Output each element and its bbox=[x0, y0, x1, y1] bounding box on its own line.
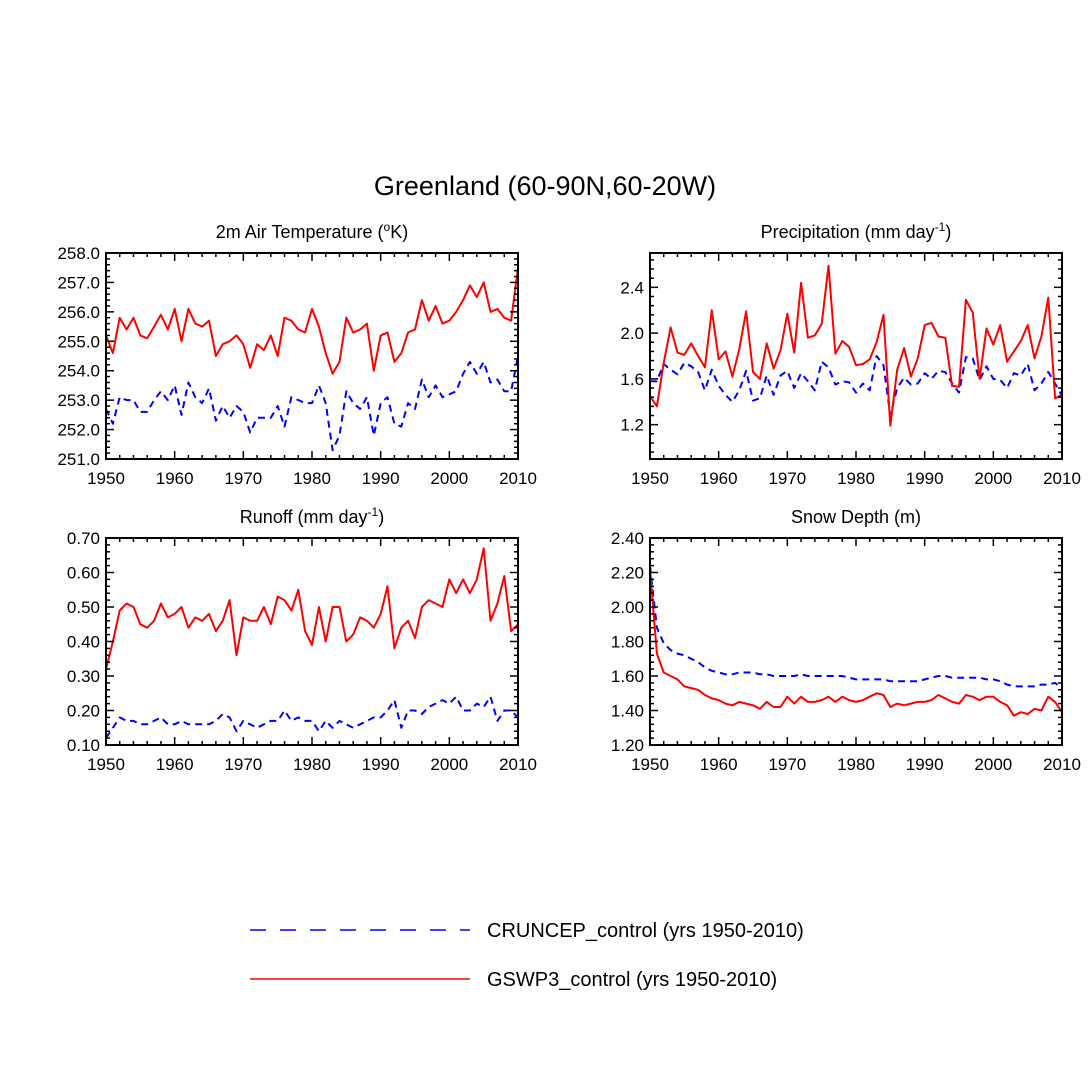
y-tick-label: 2.20 bbox=[611, 564, 644, 583]
y-tick-label: 2.40 bbox=[611, 529, 644, 548]
plot-frame bbox=[649, 252, 1063, 460]
x-tick-label: 1990 bbox=[362, 755, 400, 774]
panels: 2m Air Temperature (oK) 1950 1960 1970 1980 1… bbox=[57, 220, 1080, 774]
panel-4: Snow Depth (m) 1950 1960 1970 1980 1990 2000 20… bbox=[611, 507, 1081, 774]
x-tick-label: 1970 bbox=[224, 469, 262, 488]
x-tick-label: 1980 bbox=[837, 755, 875, 774]
series-line-cruncep bbox=[105, 355, 519, 452]
y-tick-label: 2.4 bbox=[620, 278, 644, 297]
panel-title: Precipitation (mm day-1) bbox=[761, 220, 952, 242]
panel-2: Precipitation (mm day-1) 1950 1960 1970 1980… bbox=[620, 220, 1081, 488]
series-line-cruncep bbox=[650, 355, 1063, 417]
y-tick-label: 256.0 bbox=[57, 303, 100, 322]
y-tick-label: 1.6 bbox=[620, 370, 644, 389]
x-tick-label: 1980 bbox=[837, 469, 875, 488]
y-tick-label: 1.60 bbox=[611, 667, 644, 686]
panel-title: Runoff (mm day-1) bbox=[240, 505, 384, 527]
x-tick-label: 2010 bbox=[499, 755, 537, 774]
plot-frame bbox=[649, 537, 1063, 746]
y-tick-label: 1.40 bbox=[611, 702, 644, 721]
panel-title: Snow Depth (m) bbox=[791, 507, 921, 527]
y-tick-label: 0.70 bbox=[67, 529, 100, 548]
x-tick-label: 1950 bbox=[87, 469, 125, 488]
y-tick-label: 1.2 bbox=[620, 416, 644, 435]
x-tick-label: 2010 bbox=[1043, 755, 1081, 774]
x-tick-label: 1950 bbox=[87, 755, 125, 774]
y-tick-label: 257.0 bbox=[57, 273, 100, 292]
y-tick-label: 0.10 bbox=[67, 736, 100, 755]
legend: CRUNCEP_control (yrs 1950-2010) GSWP3_con… bbox=[250, 920, 804, 991]
x-tick-label: 1970 bbox=[768, 755, 806, 774]
y-tick-label: 1.20 bbox=[611, 736, 644, 755]
y-tick-label: 253.0 bbox=[57, 391, 100, 410]
panel-1: 2m Air Temperature (oK) 1950 1960 1970 1980 1… bbox=[57, 220, 536, 488]
y-tick-label: 252.0 bbox=[57, 421, 100, 440]
series-line-cruncep bbox=[649, 565, 1063, 689]
y-tick-label: 1.80 bbox=[611, 633, 644, 652]
x-tick-label: 2010 bbox=[1043, 469, 1081, 488]
y-tick-label: 0.20 bbox=[67, 702, 100, 721]
x-tick-label: 1990 bbox=[906, 469, 944, 488]
series-line-gswp3 bbox=[105, 267, 519, 375]
x-tick-label: 2000 bbox=[430, 755, 468, 774]
y-tick-label: 2.00 bbox=[611, 598, 644, 617]
y-tick-label: 251.0 bbox=[57, 450, 100, 469]
panel-3: Runoff (mm day-1) 1950 1960 1970 1980 1990 200… bbox=[67, 505, 537, 774]
series-line-gswp3 bbox=[649, 264, 1063, 427]
series-line-cruncep bbox=[105, 695, 519, 739]
y-tick-label: 255.0 bbox=[57, 332, 100, 351]
figure-title: Greenland (60-90N,60-20W) bbox=[374, 171, 716, 201]
legend-label-gswp3: GSWP3_control (yrs 1950-2010) bbox=[487, 969, 777, 991]
x-tick-label: 2010 bbox=[499, 469, 537, 488]
x-tick-label: 1970 bbox=[768, 469, 806, 488]
y-tick-label: 0.50 bbox=[67, 598, 100, 617]
x-tick-label: 1970 bbox=[224, 755, 262, 774]
y-tick-label: 0.30 bbox=[67, 667, 100, 686]
x-tick-label: 1960 bbox=[700, 469, 738, 488]
y-tick-label: 254.0 bbox=[57, 362, 100, 381]
x-tick-label: 1980 bbox=[293, 469, 331, 488]
y-tick-label: 0.60 bbox=[67, 564, 100, 583]
plot-frame bbox=[105, 252, 519, 460]
x-tick-label: 2000 bbox=[974, 755, 1012, 774]
x-tick-label: 1950 bbox=[631, 755, 669, 774]
x-tick-label: 1990 bbox=[906, 755, 944, 774]
series-line-gswp3 bbox=[649, 568, 1063, 717]
x-tick-label: 2000 bbox=[974, 469, 1012, 488]
x-tick-label: 1950 bbox=[631, 469, 669, 488]
x-tick-label: 1980 bbox=[293, 755, 331, 774]
panel-title: 2m Air Temperature (oK) bbox=[216, 220, 408, 242]
y-tick-label: 258.0 bbox=[57, 244, 100, 263]
y-tick-label: 2.0 bbox=[620, 324, 644, 343]
legend-label-cruncep: CRUNCEP_control (yrs 1950-2010) bbox=[487, 920, 804, 942]
x-tick-label: 1960 bbox=[156, 755, 194, 774]
x-tick-label: 1960 bbox=[700, 755, 738, 774]
x-tick-label: 2000 bbox=[430, 469, 468, 488]
x-tick-label: 1960 bbox=[156, 469, 194, 488]
series-line-gswp3 bbox=[105, 547, 519, 670]
y-tick-label: 0.40 bbox=[67, 633, 100, 652]
x-tick-label: 1990 bbox=[362, 469, 400, 488]
